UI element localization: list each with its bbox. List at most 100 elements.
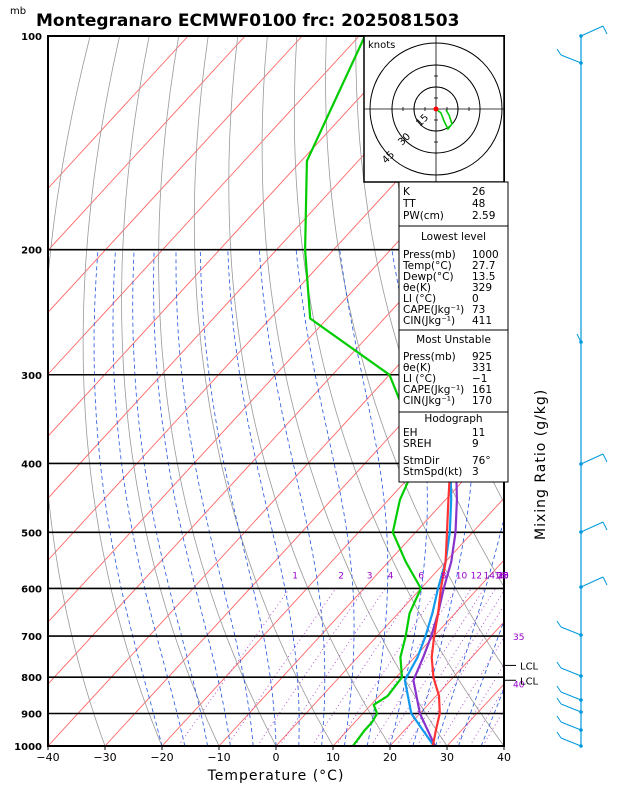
wind-barb	[560, 703, 582, 713]
x-tick-label: 30	[440, 751, 454, 764]
isotherm-line	[48, 36, 303, 313]
wind-barb	[560, 737, 582, 747]
pressure-tick-label: 100	[21, 32, 42, 43]
dry-adiabat-line	[261, 36, 448, 746]
mixing-ratio-label: 30	[497, 572, 509, 582]
isotherm-line	[218, 435, 504, 746]
dry-adiabat-line	[82, 36, 163, 746]
stats-box-lowest	[398, 225, 509, 331]
stat-label: LI (°C)	[403, 373, 436, 385]
mixing-ratio-line	[482, 708, 504, 746]
isotherm-line	[48, 36, 189, 190]
moist-adiabat-line	[132, 249, 208, 746]
hodograph-ring	[369, 42, 503, 176]
dewpoint-profile	[304, 36, 422, 746]
wind-barb	[580, 453, 604, 465]
stat-label: TT	[402, 198, 416, 210]
background-grid	[48, 36, 618, 746]
mixing-ratio-label: 25	[497, 572, 508, 582]
x-axis-label: Temperature (°C)	[207, 768, 345, 784]
stat-label: Dewp(°C)	[403, 271, 454, 283]
wind-barb	[580, 25, 604, 37]
stat-label: StmSpd(kt)	[403, 466, 462, 478]
wind-barb-feather	[556, 697, 562, 705]
stats-box-hodograph	[398, 411, 509, 483]
stat-label: Press(mb)	[403, 351, 456, 363]
mixing-ratio-line	[370, 588, 472, 746]
stat-label: θe(K)	[403, 282, 431, 294]
mixing-ratio-label: 16	[495, 572, 507, 582]
x-tick-label: −40	[36, 751, 59, 764]
isotherm-line	[389, 621, 504, 746]
wind-barb	[576, 333, 582, 343]
wind-barb	[580, 521, 604, 533]
wind-barb	[560, 691, 582, 701]
lcl-label: LCL	[520, 676, 539, 687]
wind-barb-feather	[556, 620, 562, 628]
stat-label: LI (°C)	[403, 293, 436, 305]
stat-value: 1000	[472, 249, 499, 261]
dry-adiabat-line	[293, 36, 504, 746]
stat-value: 0	[472, 293, 479, 305]
stat-value: 331	[472, 362, 492, 374]
dry-adiabat-line	[563, 36, 618, 746]
mixing-ratio-label: 18	[497, 572, 509, 582]
stat-label: PW(cm)	[403, 210, 444, 222]
chart-title: Montegranaro ECMWF0100 frc: 2025081503	[36, 11, 459, 31]
stat-label: CAPE(Jkg⁻¹)	[403, 304, 464, 316]
stat-value: 13.5	[472, 271, 495, 283]
dry-adiabat-line	[228, 36, 391, 746]
moist-adiabat-line	[295, 249, 355, 746]
moist-adiabat-line	[339, 249, 389, 746]
wind-barb	[560, 667, 582, 677]
mixing-ratio-label: 12	[471, 572, 482, 582]
moist-adiabat-line	[175, 249, 254, 746]
mixing-ratio-label: 3	[367, 572, 373, 582]
stat-label: SREH	[403, 438, 432, 450]
mixing-ratio-label: 20	[497, 572, 509, 582]
hodograph-trace	[435, 108, 453, 131]
stat-value: 48	[472, 198, 485, 210]
stat-label: K	[403, 186, 411, 198]
wind-barb-feather	[556, 661, 562, 669]
stat-value: 3	[472, 466, 479, 478]
pressure-tick-label: 900	[21, 710, 42, 721]
x-tick-label: 0	[273, 751, 280, 764]
stat-label: CIN(Jkg⁻¹)	[403, 395, 455, 407]
stats-heading: Most Unstable	[416, 334, 491, 346]
mixing-ratio-line	[279, 588, 386, 746]
moist-adiabat-line	[199, 249, 277, 746]
wind-barb-feather	[556, 715, 562, 723]
isotherm-line	[48, 36, 360, 375]
mixing-ratio-label: 6	[418, 572, 424, 582]
x-tick-label: 40	[497, 751, 511, 764]
stat-label: StmDir	[403, 455, 440, 467]
level-labels: LCL LCL	[504, 661, 539, 687]
stat-value: 76°	[472, 455, 491, 467]
stat-value: 925	[472, 351, 492, 363]
stats-box-indices	[398, 181, 509, 227]
moist-adiabat-line	[227, 249, 300, 746]
stat-value: 9	[472, 438, 479, 450]
wind-barb-feather	[602, 25, 608, 35]
mixing-ratio-label: 10	[456, 572, 468, 582]
wind-barb	[560, 721, 582, 731]
mixing-ratio-line	[469, 687, 504, 746]
stat-label: EH	[403, 427, 418, 439]
wind-barb	[560, 626, 582, 636]
dry-adiabat-line	[355, 36, 504, 588]
wind-barb	[580, 576, 604, 588]
mixing-ratio-label: 1	[292, 572, 298, 582]
stat-value: 27.7	[472, 260, 495, 272]
pressure-tick-label: 600	[21, 584, 42, 595]
storm-motion-dot	[433, 106, 439, 112]
pressure-tick-label: 200	[21, 246, 42, 257]
mixing-ratio-axis-label: Mixing Ratio (g/kg)	[533, 389, 549, 540]
stat-value: 11	[472, 427, 485, 439]
wind-barb-feather	[556, 685, 562, 693]
wind-barb-feather	[602, 521, 608, 531]
